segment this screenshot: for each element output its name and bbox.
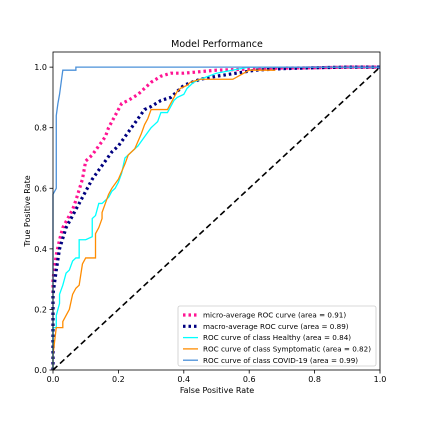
series-line-3 xyxy=(52,69,276,370)
legend-label: macro-average ROC curve (area = 0.89) xyxy=(203,322,349,331)
series-line-2 xyxy=(52,66,380,370)
legend-box xyxy=(177,305,377,367)
y-tick-label: 0.4 xyxy=(34,245,47,254)
y-tick-label: 0.0 xyxy=(34,366,47,375)
chart-title: Model Performance xyxy=(171,39,263,50)
legend-label: ROC curve of class COVID-19 (area = 0.99… xyxy=(203,356,358,365)
y-tick-label: 1.0 xyxy=(34,63,47,72)
chance-diagonal-line xyxy=(52,66,381,371)
x-tick-label: 0.6 xyxy=(243,375,256,384)
y-axis: 0.0 0.2 0.4 0.6 0.8 1.0 xyxy=(34,63,53,375)
series-line-4 xyxy=(52,66,380,370)
x-tick-label: 0.2 xyxy=(112,375,125,384)
legend-label: ROC curve of class Healthy (area = 0.84) xyxy=(203,333,351,342)
x-tick-label: 0.8 xyxy=(308,375,321,384)
legend-label: micro-average ROC curve (area = 0.91) xyxy=(203,311,346,320)
x-tick-label: 0.0 xyxy=(47,375,60,384)
plot-lines xyxy=(51,65,381,371)
y-tick-label: 0.6 xyxy=(34,184,47,193)
x-axis: 0.0 0.2 0.4 0.6 0.8 1.0 xyxy=(47,370,387,384)
x-tick-label: 0.4 xyxy=(177,375,190,384)
y-axis-label: True Positive Rate xyxy=(23,175,32,247)
legend-label: ROC curve of class Symptomatic (area = 0… xyxy=(203,345,371,354)
y-tick-label: 0.8 xyxy=(34,124,47,133)
y-tick-label: 0.2 xyxy=(34,305,47,314)
x-tick-label: 1.0 xyxy=(374,375,387,384)
legend: micro-average ROC curve (area = 0.91) mac… xyxy=(177,305,377,367)
plot-frame xyxy=(52,51,381,371)
x-axis-label: False Positive Rate xyxy=(180,386,254,395)
